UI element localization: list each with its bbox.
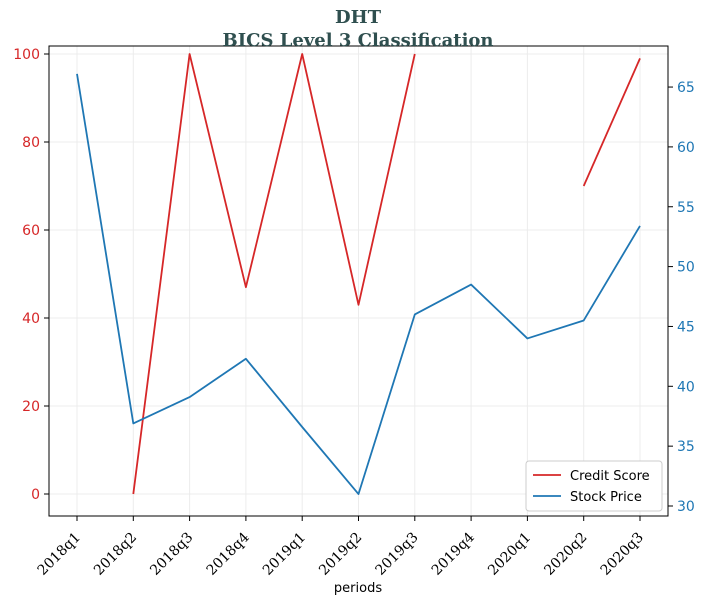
x-tick-label: 2019q2 [316,530,365,579]
x-tick-label: 2020q1 [485,530,534,579]
series-line-stock-price [76,73,641,495]
chart-subtitle: BICS Level 3 Classification [222,30,493,51]
left-tick-label: 100 [13,47,40,63]
left-tick-label: 80 [22,135,40,151]
right-tick-label: 65 [677,80,695,96]
x-tick-label: 2018q3 [147,530,196,579]
x-tick-label: 2020q2 [541,530,590,579]
chart-title: DHT [335,7,382,28]
right-tick-label: 60 [677,140,695,156]
x-tick-label: 2018q2 [91,530,140,579]
series-layer [76,53,641,495]
x-tick-label: 2018q4 [204,529,253,578]
right-tick-label: 55 [677,200,695,216]
right-tick-label: 30 [677,499,695,515]
x-tick-label: 2018q1 [35,530,84,579]
left-tick-label: 60 [22,223,40,239]
right-axis: 30 35 40 45 50 55 60 65 [668,80,695,515]
x-tick-label: 2019q1 [260,530,309,579]
right-tick-label: 40 [677,379,695,395]
left-tick-label: 0 [31,487,40,503]
grid [49,46,668,516]
legend: Credit Score Stock Price [525,460,663,512]
right-tick-label: 35 [677,439,695,455]
right-tick-label: 45 [677,319,695,335]
x-tick-label: 2019q4 [429,529,478,578]
legend-label-stock-price: Stock Price [570,490,642,505]
right-tick-label: 50 [677,260,695,276]
series-line-credit-score [132,53,416,495]
left-axis: 0 20 40 60 80 100 [13,47,49,503]
legend-label-credit-score: Credit Score [570,469,650,484]
left-tick-label: 40 [22,311,40,327]
left-tick-label: 20 [22,399,40,415]
series-line-credit-score [582,58,641,187]
x-tick-label: 2019q3 [372,530,421,579]
x-axis-label: periods [334,581,382,596]
x-axis: 2018q1 2018q2 2018q3 2018q4 2019q1 2019q2 2019… [35,516,647,579]
x-tick-label: 2020q3 [598,530,647,579]
legend-box [525,460,663,512]
